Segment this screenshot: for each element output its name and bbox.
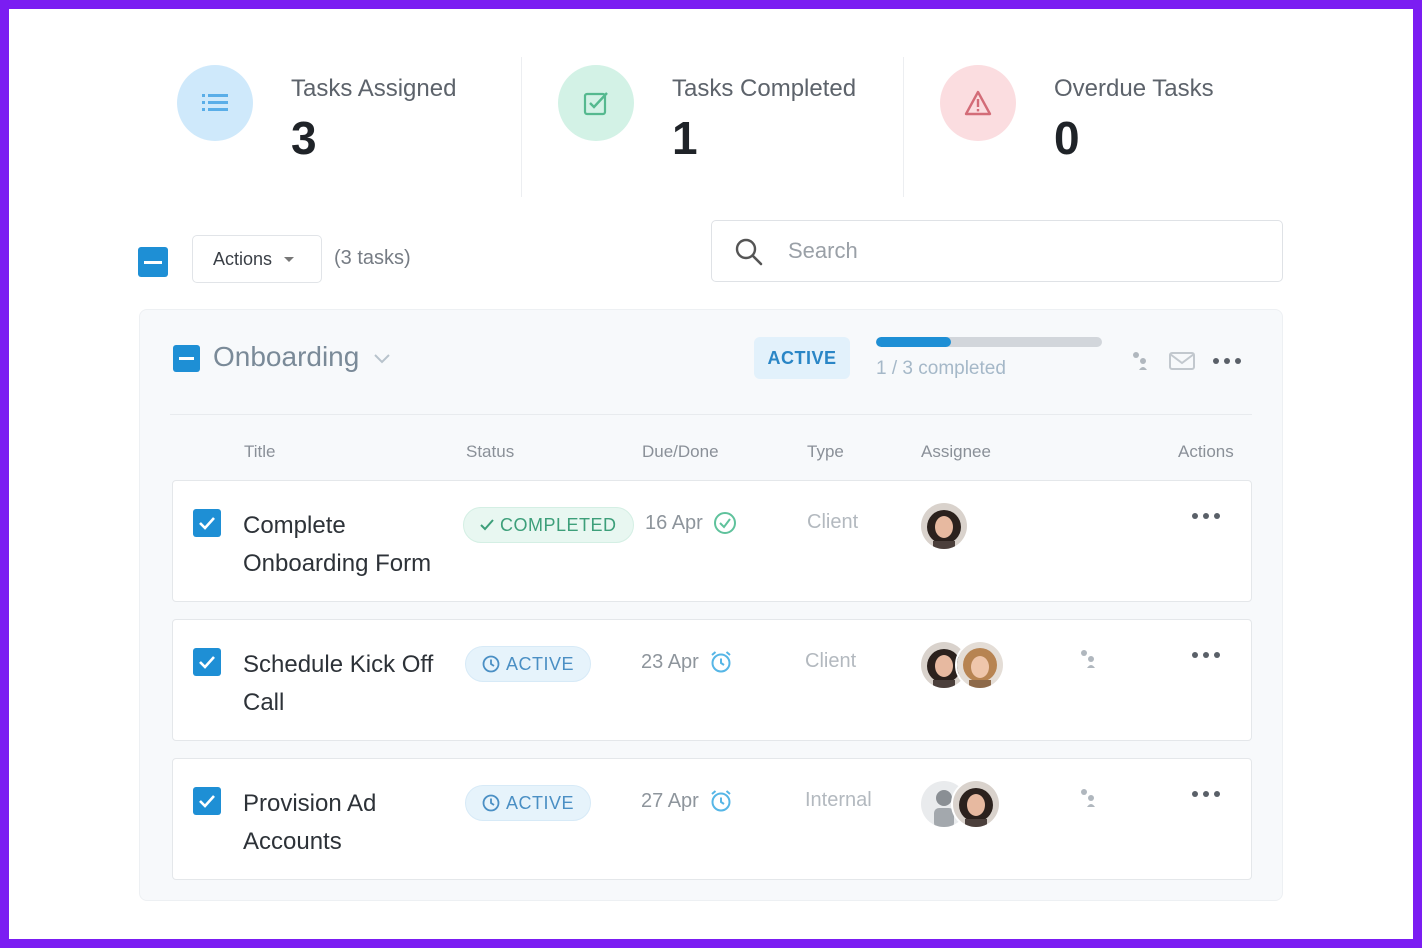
status-label: COMPLETED bbox=[500, 514, 617, 535]
table-row[interactable]: Provision Ad Accounts ACTIVE 27 Apr Inte… bbox=[172, 758, 1252, 880]
actions-dropdown[interactable]: Actions bbox=[192, 235, 322, 283]
more-horizontal-icon[interactable] bbox=[1212, 356, 1242, 366]
actions-label: Actions bbox=[213, 248, 273, 269]
page-frame: Tasks Assigned 3 Tasks Completed 1 Overd… bbox=[9, 9, 1413, 939]
alarm-clock-icon bbox=[711, 651, 731, 673]
progress-fill bbox=[876, 337, 952, 347]
chevron-down-icon bbox=[284, 256, 295, 262]
task-group-onboarding: Onboarding ACTIVE 1 / 3 completed Title … bbox=[139, 309, 1283, 901]
task-type: Internal bbox=[805, 789, 872, 811]
status-label: ACTIVE bbox=[506, 653, 575, 674]
progress-text: 1 / 3 completed bbox=[876, 358, 1006, 379]
checkmark-icon bbox=[199, 795, 215, 808]
more-horizontal-icon[interactable] bbox=[1191, 511, 1221, 521]
column-header-assignee: Assignee bbox=[921, 442, 991, 461]
row-checkbox[interactable] bbox=[193, 787, 221, 815]
group-progress-bar bbox=[876, 337, 1102, 347]
task-title[interactable]: Provision Ad Accounts bbox=[243, 790, 377, 855]
check-circle-icon bbox=[713, 512, 736, 534]
task-type: Client bbox=[807, 511, 859, 533]
status-badge: ACTIVE bbox=[465, 646, 592, 682]
column-header-status: Status bbox=[466, 442, 515, 461]
assign-user-icon[interactable] bbox=[1078, 648, 1100, 670]
task-title[interactable]: Schedule Kick Off Call bbox=[243, 651, 434, 716]
table-row[interactable]: Schedule Kick Off Call ACTIVE 23 Apr Cli… bbox=[172, 619, 1252, 741]
row-checkbox[interactable] bbox=[193, 509, 221, 537]
search-box[interactable] bbox=[711, 220, 1283, 282]
due-date: 16 Apr bbox=[645, 511, 737, 535]
stat-label: Tasks Completed bbox=[672, 75, 857, 102]
select-all-checkbox[interactable] bbox=[138, 247, 168, 277]
stat-label: Overdue Tasks bbox=[1054, 75, 1214, 102]
group-divider bbox=[170, 414, 1252, 415]
search-icon bbox=[735, 238, 763, 266]
due-date-text: 23 Apr bbox=[641, 650, 699, 673]
more-horizontal-icon[interactable] bbox=[1191, 650, 1221, 660]
status-badge: ACTIVE bbox=[465, 785, 592, 821]
stat-value: 1 bbox=[672, 112, 698, 164]
column-header-due: Due/Done bbox=[642, 442, 719, 461]
task-count: (3 tasks) bbox=[334, 247, 411, 269]
checkmark-icon bbox=[480, 519, 494, 531]
checkmark-icon bbox=[199, 656, 215, 669]
status-label: ACTIVE bbox=[506, 792, 575, 813]
avatar[interactable] bbox=[951, 779, 1001, 829]
group-title[interactable]: Onboarding bbox=[213, 341, 360, 372]
stats-bar: Tasks Assigned 3 Tasks Completed 1 Overd… bbox=[9, 9, 1413, 209]
stat-divider bbox=[903, 57, 904, 197]
stat-value: 0 bbox=[1054, 112, 1080, 164]
list-icon bbox=[177, 65, 253, 141]
more-horizontal-icon[interactable] bbox=[1191, 789, 1221, 799]
clock-icon bbox=[482, 655, 500, 673]
column-header-title: Title bbox=[244, 442, 276, 461]
assign-user-icon[interactable] bbox=[1130, 350, 1152, 372]
task-type: Client bbox=[805, 650, 857, 672]
group-status-badge: ACTIVE bbox=[754, 337, 850, 379]
avatar[interactable] bbox=[919, 501, 969, 551]
clock-icon bbox=[482, 794, 500, 812]
warning-icon bbox=[940, 65, 1016, 141]
status-badge: COMPLETED bbox=[463, 507, 634, 543]
stat-divider bbox=[521, 57, 522, 197]
due-date: 23 Apr bbox=[641, 650, 733, 674]
alarm-clock-icon bbox=[711, 790, 731, 812]
search-input[interactable] bbox=[788, 231, 1268, 271]
due-date-text: 16 Apr bbox=[645, 511, 703, 534]
mail-icon[interactable] bbox=[1168, 350, 1196, 372]
checkmark-icon bbox=[199, 517, 215, 530]
avatar[interactable] bbox=[955, 640, 1005, 690]
check-square-icon bbox=[558, 65, 634, 141]
due-date: 27 Apr bbox=[641, 789, 733, 813]
chevron-down-icon[interactable] bbox=[373, 353, 391, 365]
stat-label: Tasks Assigned bbox=[291, 75, 457, 102]
task-title[interactable]: Complete Onboarding Form bbox=[243, 512, 432, 577]
due-date-text: 27 Apr bbox=[641, 789, 699, 812]
column-header-type: Type bbox=[807, 442, 844, 461]
row-checkbox[interactable] bbox=[193, 648, 221, 676]
assign-user-icon[interactable] bbox=[1078, 787, 1100, 809]
table-row[interactable]: Complete Onboarding Form COMPLETED 16 Ap… bbox=[172, 480, 1252, 602]
group-checkbox[interactable] bbox=[173, 345, 200, 372]
group-tools bbox=[1130, 350, 1242, 372]
stat-value: 3 bbox=[291, 112, 317, 164]
column-header-actions: Actions bbox=[1178, 442, 1234, 461]
